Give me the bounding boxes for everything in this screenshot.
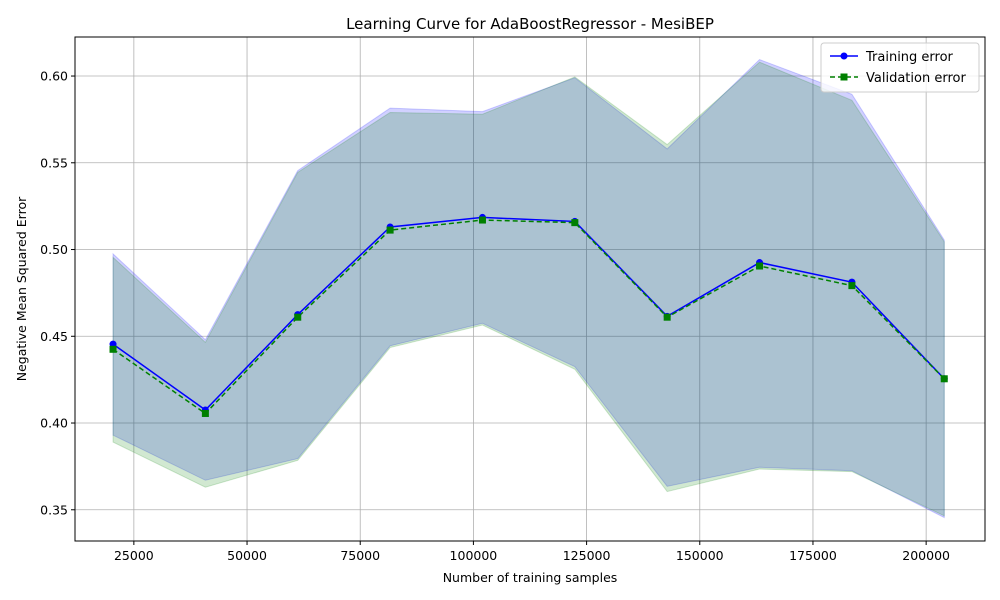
y-tick-label: 0.60 [40,69,68,84]
series-markers [109,213,948,417]
x-tick-label: 125000 [563,548,611,563]
y-tick-label: 0.40 [40,416,68,431]
band-validation [112,61,945,517]
y-tick-label: 0.35 [40,502,68,517]
point-validation [201,409,209,417]
point-validation [571,219,579,227]
y-axis: 0.35 0.40 0.45 0.50 0.55 0.60 [40,69,75,517]
x-tick-label: 200000 [902,548,950,563]
point-validation [848,282,856,290]
plot-frame [74,36,986,542]
legend-label-training: Training error [865,50,954,65]
grid [75,37,985,541]
band-training [112,58,945,519]
legend: Training error Validation error [820,42,980,93]
y-tick-label: 0.50 [40,242,68,257]
y-tick-label: 0.55 [40,155,68,170]
confidence-bands [112,58,945,519]
x-tick-label: 50000 [227,548,267,563]
point-validation [663,313,671,321]
line-validation [112,219,945,415]
legend-swatch-training-marker [840,52,848,60]
x-tick-label: 75000 [340,548,380,563]
legend-label-validation: Validation error [866,71,966,86]
point-validation [478,216,486,224]
x-axis: 25000 50000 75000 100000 125000 150000 175000 2… [114,541,950,563]
point-validation [294,313,302,321]
x-axis-label: Number of training samples [443,570,618,585]
point-validation [756,262,764,270]
x-tick-label: 100000 [450,548,498,563]
y-tick-label: 0.45 [40,329,68,344]
point-validation [109,345,117,353]
x-tick-label: 175000 [789,548,837,563]
point-validation [386,226,394,234]
line-training [112,216,945,411]
point-validation [940,375,948,383]
chart-title: Learning Curve for AdaBoostRegressor - M… [346,15,714,33]
series-lines [112,216,945,415]
legend-box [820,42,980,93]
x-tick-label: 25000 [114,548,154,563]
plot-area [75,37,985,541]
y-axis-label: Negative Mean Squared Error [14,196,29,381]
x-tick-label: 150000 [676,548,724,563]
legend-swatch-validation-marker [840,73,848,81]
